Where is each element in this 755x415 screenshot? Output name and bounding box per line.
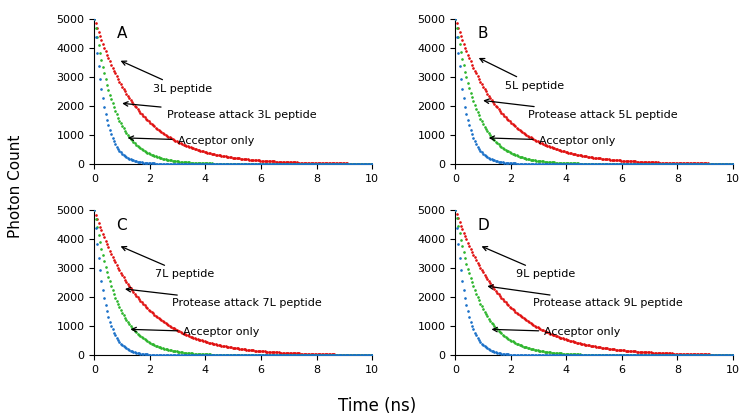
Text: Protease attack 5L peptide: Protease attack 5L peptide: [485, 99, 677, 120]
Text: Acceptor only: Acceptor only: [132, 327, 260, 337]
Text: B: B: [478, 26, 488, 41]
Text: Protease attack 7L peptide: Protease attack 7L peptide: [126, 288, 322, 308]
Text: Acceptor only: Acceptor only: [490, 136, 615, 146]
Text: Acceptor only: Acceptor only: [493, 327, 621, 337]
Text: 3L peptide: 3L peptide: [122, 61, 212, 94]
Text: Protease attack 3L peptide: Protease attack 3L peptide: [124, 102, 316, 120]
Text: 7L peptide: 7L peptide: [122, 247, 214, 279]
Text: Protease attack 9L peptide: Protease attack 9L peptide: [488, 285, 683, 308]
Text: Acceptor only: Acceptor only: [129, 136, 254, 146]
Text: D: D: [478, 217, 489, 233]
Text: Photon Count: Photon Count: [8, 135, 23, 239]
Text: Time (ns): Time (ns): [338, 397, 417, 415]
Text: C: C: [116, 217, 127, 233]
Text: 9L peptide: 9L peptide: [482, 247, 575, 279]
Text: A: A: [116, 26, 127, 41]
Text: 5L peptide: 5L peptide: [480, 59, 565, 91]
